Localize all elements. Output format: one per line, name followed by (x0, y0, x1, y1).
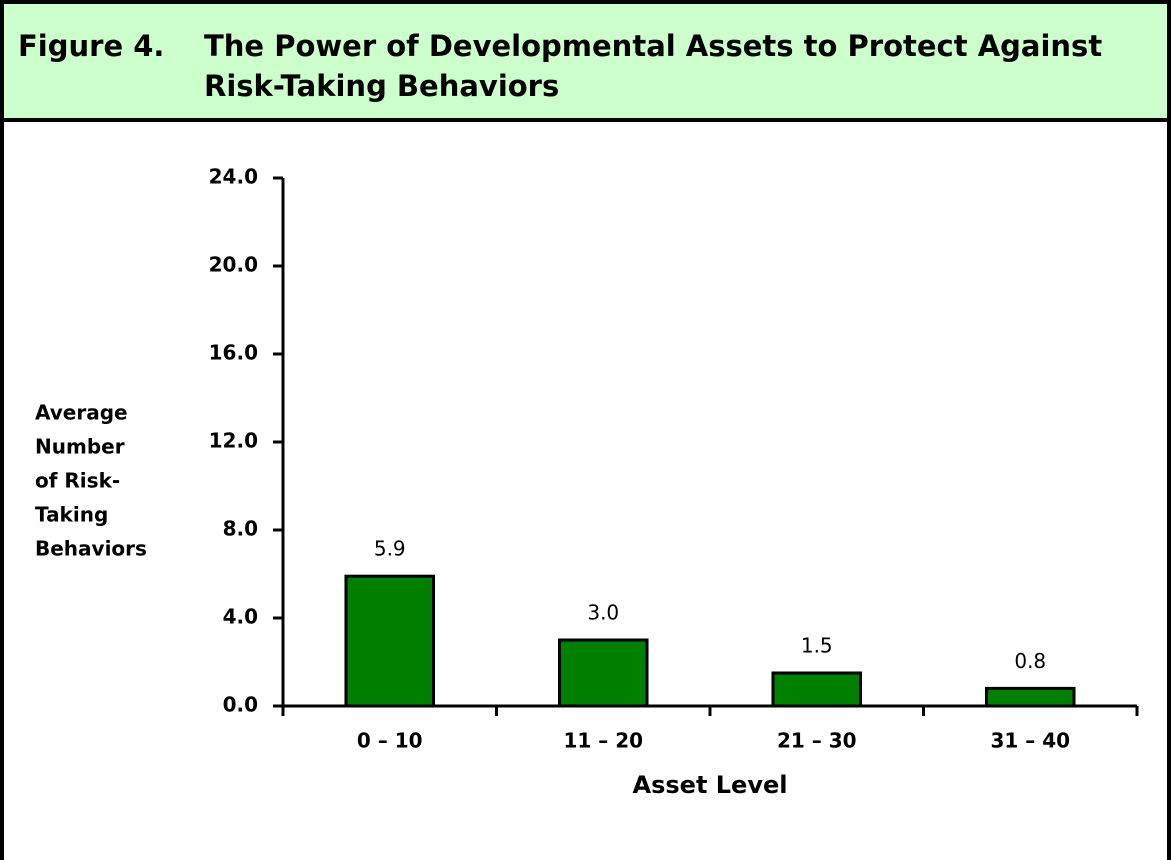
y-tick-label: 16.0 (209, 341, 258, 365)
y-axis-label: of Risk- (35, 469, 120, 493)
chart-title: The Power of Developmental Assets to Pro… (204, 29, 1103, 103)
y-axis-label: Behaviors (35, 537, 147, 561)
y-tick-label: 8.0 (223, 517, 258, 541)
value-label: 3.0 (587, 601, 619, 625)
x-tick-label: 31 – 40 (990, 729, 1070, 753)
y-tick-label: 4.0 (223, 605, 258, 629)
y-tick-label: 24.0 (209, 165, 258, 189)
x-tick-label: 11 – 20 (563, 729, 643, 753)
y-tick-label: 20.0 (209, 253, 258, 277)
bar (557, 638, 649, 708)
x-tick-label: 0 – 10 (357, 729, 423, 753)
y-tick-label: 0.0 (223, 693, 258, 717)
value-label: 1.5 (801, 634, 833, 658)
figure-label: Figure 4. (18, 29, 165, 63)
value-label: 0.8 (1014, 649, 1046, 673)
bar (771, 671, 863, 708)
value-label: 5.9 (374, 537, 406, 561)
x-axis-label: Asset Level (633, 771, 788, 799)
bar (984, 686, 1076, 708)
bar (344, 574, 436, 708)
x-tick-label: 21 – 30 (777, 729, 857, 753)
y-tick-label: 12.0 (209, 429, 258, 453)
y-axis-label: Taking (35, 503, 108, 527)
y-axis-label: Average (35, 401, 128, 425)
figure-header: Figure 4. The Power of Developmental Ass… (4, 4, 1167, 122)
y-axis-label: Number (35, 435, 125, 459)
